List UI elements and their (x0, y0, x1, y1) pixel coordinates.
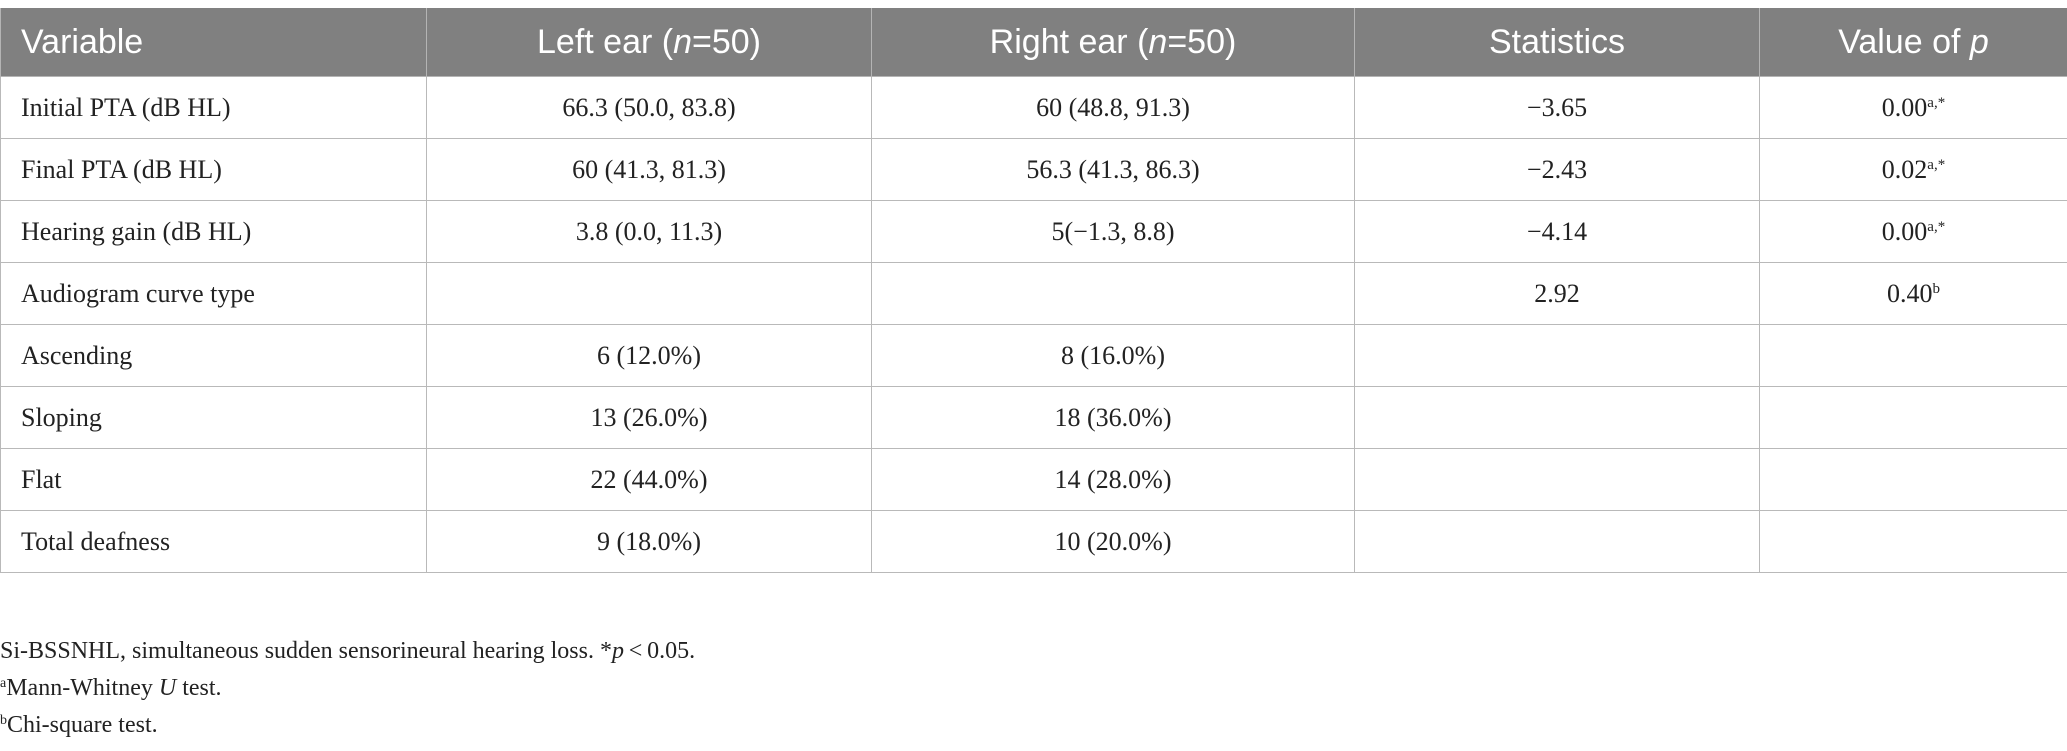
cell-statistics (1354, 448, 1760, 511)
cell-left-ear: 6 (12.0%) (426, 324, 872, 387)
cell-statistics: −4.14 (1354, 200, 1760, 263)
footnote-b: bChi-square test. (0, 712, 158, 738)
cell-statistics: −2.43 (1354, 138, 1760, 201)
cell-p-value (1759, 510, 2067, 573)
cell-right-ear: 56.3 (41.3, 86.3) (871, 138, 1355, 201)
header-statistics: Statistics (1354, 8, 1760, 77)
cell-right-ear: 14 (28.0%) (871, 448, 1355, 511)
cell-p-value: 0.02a,* (1759, 138, 2067, 201)
cell-p-value: 0.00a,* (1759, 76, 2067, 139)
cell-p-value: 0.00a,* (1759, 200, 2067, 263)
cell-statistics (1354, 386, 1760, 449)
table-row: Final PTA (dB HL) 60 (41.3, 81.3) 56.3 (… (0, 138, 2067, 201)
cell-p-value: 0.40b (1759, 262, 2067, 325)
cell-left-ear: 60 (41.3, 81.3) (426, 138, 872, 201)
table-row: Flat 22 (44.0%) 14 (28.0%) (0, 448, 2067, 511)
header-left-ear: Left ear (n=50) (426, 8, 872, 77)
cell-variable: Sloping (0, 386, 427, 449)
table-row: Hearing gain (dB HL) 3.8 (0.0, 11.3) 5(−… (0, 200, 2067, 263)
header-right-ear: Right ear (n=50) (871, 8, 1355, 77)
cell-left-ear (426, 262, 872, 325)
cell-right-ear: 10 (20.0%) (871, 510, 1355, 573)
cell-left-ear: 22 (44.0%) (426, 448, 872, 511)
cell-right-ear (871, 262, 1355, 325)
cell-statistics: −3.65 (1354, 76, 1760, 139)
footnote-abbreviations: Si-BSSNHL, simultaneous sudden sensorine… (0, 638, 696, 664)
table-row: Total deafness 9 (18.0%) 10 (20.0%) (0, 510, 2067, 573)
header-variable-label: Variable (21, 22, 144, 61)
cell-variable: Initial PTA (dB HL) (0, 76, 427, 139)
cell-p-value (1759, 324, 2067, 387)
cell-variable: Hearing gain (dB HL) (0, 200, 427, 263)
cell-statistics: 2.92 (1354, 262, 1760, 325)
cell-variable: Audiogram curve type (0, 262, 427, 325)
header-row: Variable Left ear (n=50) Right ear (n=50… (0, 8, 2067, 77)
cell-statistics (1354, 510, 1760, 573)
cell-p-value (1759, 448, 2067, 511)
cell-variable: Final PTA (dB HL) (0, 138, 427, 201)
table-footnotes: Si-BSSNHL, simultaneous sudden sensorine… (0, 633, 695, 744)
cell-right-ear: 60 (48.8, 91.3) (871, 76, 1355, 139)
cell-left-ear: 66.3 (50.0, 83.8) (426, 76, 872, 139)
header-variable: Variable (0, 8, 427, 77)
cell-right-ear: 8 (16.0%) (871, 324, 1355, 387)
header-p-value: Value of p (1759, 8, 2067, 77)
cell-left-ear: 9 (18.0%) (426, 510, 872, 573)
table-row: Initial PTA (dB HL) 66.3 (50.0, 83.8) 60… (0, 76, 2067, 139)
cell-p-value (1759, 386, 2067, 449)
header-statistics-label: Statistics (1488, 22, 1626, 61)
cell-right-ear: 18 (36.0%) (871, 386, 1355, 449)
table-row: Audiogram curve type 2.92 0.40b (0, 262, 2067, 325)
results-table: Variable Left ear (n=50) Right ear (n=50… (0, 8, 2067, 573)
cell-right-ear: 5(−1.3, 8.8) (871, 200, 1355, 263)
cell-variable: Ascending (0, 324, 427, 387)
cell-left-ear: 13 (26.0%) (426, 386, 872, 449)
footnote-a: aMann-Whitney U test. (0, 675, 222, 701)
cell-variable: Flat (0, 448, 427, 511)
cell-variable: Total deafness (0, 510, 427, 573)
cell-left-ear: 3.8 (0.0, 11.3) (426, 200, 872, 263)
cell-statistics (1354, 324, 1760, 387)
table-row: Sloping 13 (26.0%) 18 (36.0%) (0, 386, 2067, 449)
table-row: Ascending 6 (12.0%) 8 (16.0%) (0, 324, 2067, 387)
